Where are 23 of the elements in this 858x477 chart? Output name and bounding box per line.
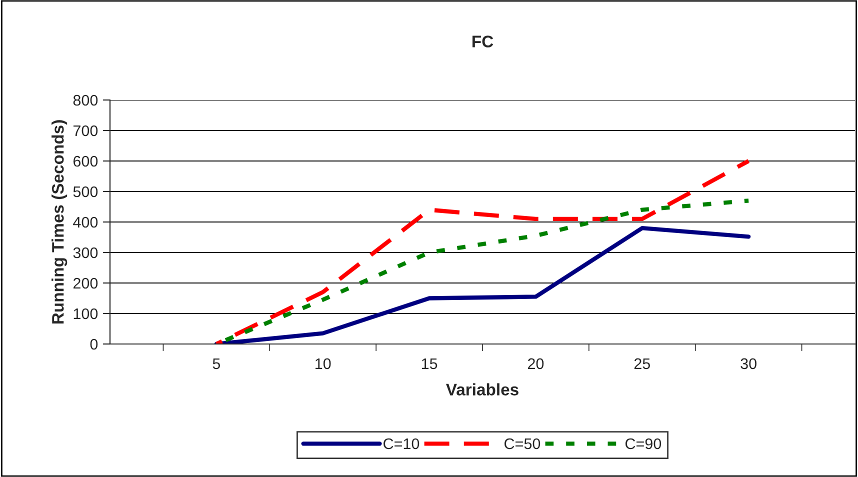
x-axis-title: Variables bbox=[446, 383, 518, 396]
y-tick-label: 400 bbox=[73, 216, 98, 228]
y-tick-label: 200 bbox=[73, 278, 98, 289]
x-tick-label: 10 bbox=[316, 358, 331, 370]
y-tick-label: 800 bbox=[73, 94, 98, 106]
y-tick-label: 600 bbox=[73, 156, 98, 167]
y-tick-label: 0 bbox=[90, 338, 98, 350]
x-tick-label: 25 bbox=[634, 358, 650, 370]
x-tick-label: 15 bbox=[422, 358, 438, 370]
y-axis-title: Running Times (Seconds) bbox=[52, 120, 68, 324]
x-tick-label: 30 bbox=[740, 358, 756, 370]
x-tick-label: 5 bbox=[212, 358, 220, 370]
y-tick-label: 100 bbox=[74, 308, 98, 320]
line-series bbox=[214, 158, 751, 344]
line-series bbox=[214, 226, 751, 344]
legend-label: C=50 bbox=[504, 438, 540, 450]
y-tick-label: 700 bbox=[73, 125, 98, 136]
legend-label: C=10 bbox=[384, 438, 420, 450]
legend-label: C=90 bbox=[626, 438, 662, 450]
chart-title: FC bbox=[472, 36, 494, 48]
y-tick-label: 500 bbox=[73, 186, 98, 198]
x-tick-label: 20 bbox=[528, 358, 544, 370]
y-tick-label: 300 bbox=[73, 247, 98, 258]
